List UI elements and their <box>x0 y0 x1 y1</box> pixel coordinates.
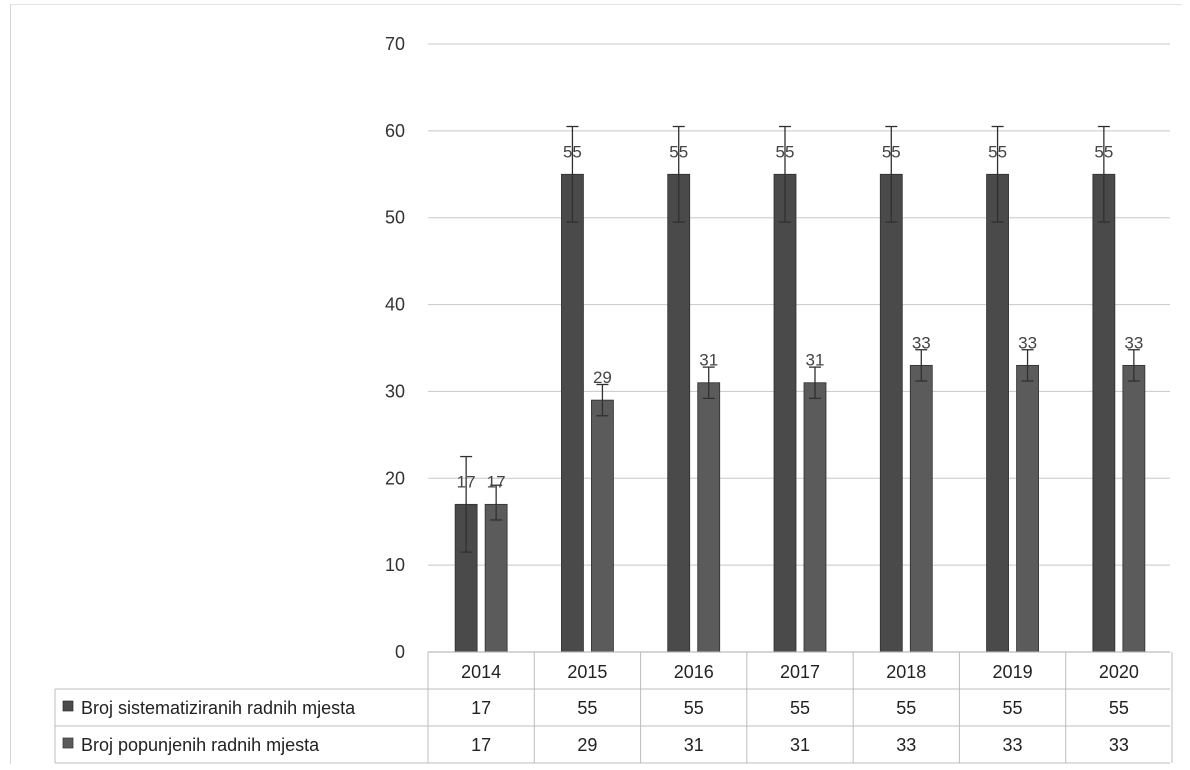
grid-lines <box>428 43 1170 653</box>
table-value-2-2018: 33 <box>896 735 916 755</box>
bars <box>454 173 1146 653</box>
data-labels: 17 17 55 29 55 31 55 31 55 33 55 33 55 33 <box>457 142 1144 491</box>
data-label-2-2016: 31 <box>699 351 718 370</box>
bar-2-2014 <box>484 503 508 653</box>
table-value-2-2017: 31 <box>790 735 810 755</box>
y-tick-label-0: 0 <box>395 642 405 662</box>
legend-swatch-2 <box>62 737 74 749</box>
data-label-1-2017: 55 <box>776 142 795 161</box>
table-value-2-2014: 17 <box>471 735 491 755</box>
data-label-1-2018: 55 <box>882 142 901 161</box>
bar-2-2019 <box>1016 364 1039 653</box>
bar-2-2015 <box>591 399 614 653</box>
bar-1-2020 <box>1092 173 1116 653</box>
data-label-2-2014: 17 <box>487 472 506 491</box>
bar-1-2018 <box>879 173 903 653</box>
table-value-1-2020: 55 <box>1109 698 1129 718</box>
bar-2-2020 <box>1122 364 1146 653</box>
data-label-1-2015: 55 <box>563 142 582 161</box>
bar-1-2015 <box>561 173 584 653</box>
data-label-2-2018: 33 <box>912 333 931 352</box>
bar-2-2016 <box>697 382 721 653</box>
table-value-1-2019: 55 <box>1003 698 1023 718</box>
error-bars <box>460 125 1140 553</box>
y-tick-label-70: 70 <box>385 34 405 54</box>
bar-2-2017 <box>803 382 827 653</box>
legend-label-2: Broj popunjenih radnih mjesta <box>81 735 320 755</box>
data-label-2-2019: 33 <box>1018 333 1037 352</box>
legend-label-1: Broj sistematiziranih radnih mjesta <box>81 698 356 718</box>
data-label-1-2020: 55 <box>1094 142 1113 161</box>
y-tick-label-50: 50 <box>385 208 405 228</box>
bar-1-2019 <box>986 173 1009 653</box>
table-value-1-2014: 17 <box>471 698 491 718</box>
x-category-label-2015: 2015 <box>567 662 607 682</box>
y-axis: 0 10 20 30 40 50 60 70 <box>385 34 405 662</box>
x-category-label-2019: 2019 <box>993 662 1033 682</box>
table-value-2-2019: 33 <box>1003 735 1023 755</box>
table-value-2-2020: 33 <box>1109 735 1129 755</box>
x-category-label-2020: 2020 <box>1099 662 1139 682</box>
table-value-1-2015: 55 <box>577 698 597 718</box>
table-value-2-2015: 29 <box>577 735 597 755</box>
bar-1-2016 <box>667 173 691 653</box>
x-category-label-2018: 2018 <box>886 662 926 682</box>
x-category-label-2017: 2017 <box>780 662 820 682</box>
chart-frame <box>10 4 1182 764</box>
table-value-1-2017: 55 <box>790 698 810 718</box>
data-label-2-2020: 33 <box>1124 333 1143 352</box>
y-tick-label-40: 40 <box>385 295 405 315</box>
bar-2-2018 <box>909 364 933 653</box>
table-value-2-2016: 31 <box>684 735 704 755</box>
data-label-2-2015: 29 <box>593 368 612 387</box>
y-tick-label-30: 30 <box>385 381 405 401</box>
bar-1-2017 <box>773 173 797 653</box>
data-table: 2014 2015 2016 2017 2018 2019 2020 Broj sistema… <box>54 651 1173 764</box>
data-label-2-2017: 31 <box>806 351 825 370</box>
x-category-label-2016: 2016 <box>674 662 714 682</box>
x-category-label-2014: 2014 <box>461 662 501 682</box>
data-label-1-2016: 55 <box>669 142 688 161</box>
data-label-1-2014: 17 <box>457 472 476 491</box>
legend-swatch-1 <box>62 700 74 712</box>
y-tick-label-60: 60 <box>385 121 405 141</box>
y-tick-label-20: 20 <box>385 468 405 488</box>
data-label-1-2019: 55 <box>988 142 1007 161</box>
y-tick-label-10: 10 <box>385 555 405 575</box>
table-value-1-2016: 55 <box>684 698 704 718</box>
table-value-1-2018: 55 <box>896 698 916 718</box>
